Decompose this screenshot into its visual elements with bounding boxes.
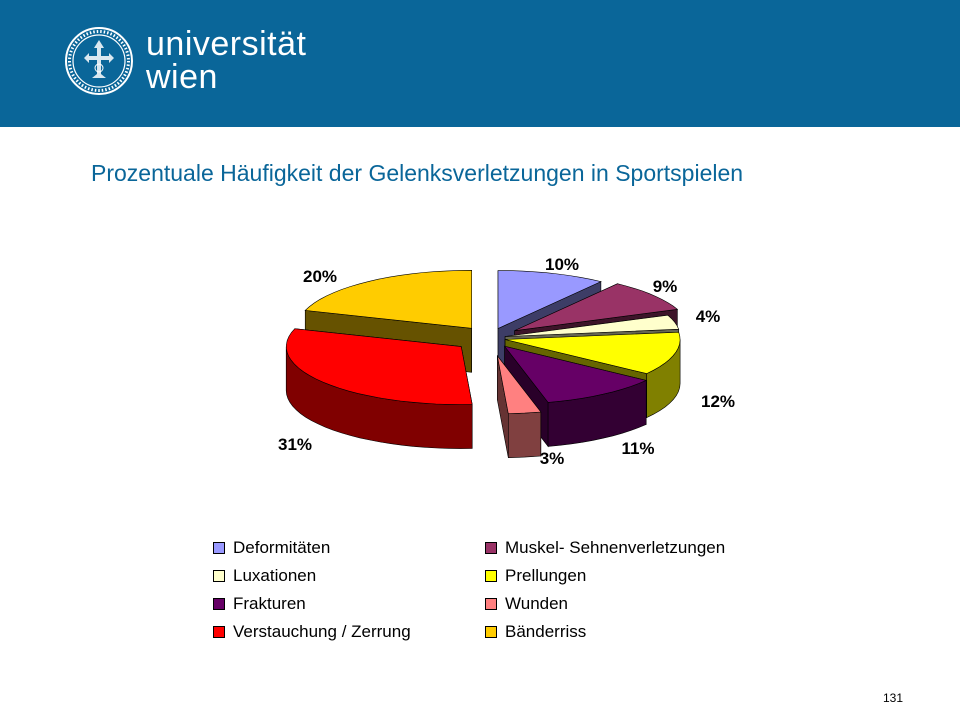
legend-label-prellungen: Prellungen [505,566,587,585]
slice-prellungen [505,331,681,374]
pie-chart: 10% 9% 4% 12% 11% 3% 31% 20% [278,255,735,468]
slice-deformit-ten [497,270,602,329]
legend-item-verstauchung-zerrung: Verstauchung / Zerrung [213,621,411,643]
data-label-frakturen: 11% [621,439,654,458]
data-label-wunden: 3% [540,449,565,468]
legend-item-muskel-sehnenverletzungen: Muskel- Sehnenverletzungen [485,537,725,559]
legend-item-luxationen: Luxationen [213,565,316,587]
data-label-prellungen: 12% [701,392,735,411]
slice-verstauchung-zerrung [285,328,473,405]
legend-swatch-wunden [485,598,497,610]
university-seal-icon [65,27,133,95]
legend-item-b-nderriss: Bänderriss [485,621,586,643]
legend-label-b-nderriss: Bänderriss [505,622,587,641]
legend-item-prellungen: Prellungen [485,565,586,587]
legend-label-verstauchung-zerrung: Verstauchung / Zerrung [233,622,411,641]
page-number: 131 [883,691,904,705]
legend-label-wunden: Wunden [505,594,569,613]
legend-swatch-muskel-sehnenverletzungen [485,542,497,554]
data-label-b-nderriss: 20% [303,267,337,286]
legend-swatch-b-nderriss [485,626,497,638]
data-label-verstauchung-zerrung: 31% [278,435,312,454]
slice-frakturen [503,345,648,403]
data-label-deformit-ten: 10% [545,255,579,274]
legend-item-wunden: Wunden [485,593,568,615]
legend-swatch-verstauchung-zerrung [213,626,225,638]
logo-line-2: wien [146,58,218,96]
legend-label-luxationen: Luxationen [233,566,317,585]
slice-wunden [497,355,542,415]
legend-label-muskel-sehnenverletzungen: Muskel- Sehnenverletzungen [505,538,726,557]
slice-b-nderriss [304,269,473,329]
legend-swatch-deformit-ten [213,542,225,554]
slice-rim-wunden [508,411,542,459]
chart-legend: Deformitäten Muskel- Sehnenverletzungen Lu… [213,537,773,657]
data-label-muskel-sehnenverletzungen: 9% [653,277,678,296]
legend-swatch-luxationen [213,570,225,582]
data-label-luxationen: 4% [696,307,721,326]
slice-muskel-sehnenverletzungen [514,283,679,331]
legend-swatch-prellungen [485,570,497,582]
slice-luxationen [505,314,680,337]
slide-title: Prozentuale Häufigkeit der Gelenksverlet… [91,160,744,186]
legend-label-deformit-ten: Deformitäten [233,538,331,557]
header-banner: universität wien [0,0,960,127]
university-logo-text: universität wien [146,25,307,96]
legend-item-deformit-ten: Deformitäten [213,537,330,559]
legend-swatch-frakturen [213,598,225,610]
legend-label-frakturen: Frakturen [233,594,306,613]
legend-item-frakturen: Frakturen [213,593,306,615]
logo-line-1: universität [146,25,307,63]
